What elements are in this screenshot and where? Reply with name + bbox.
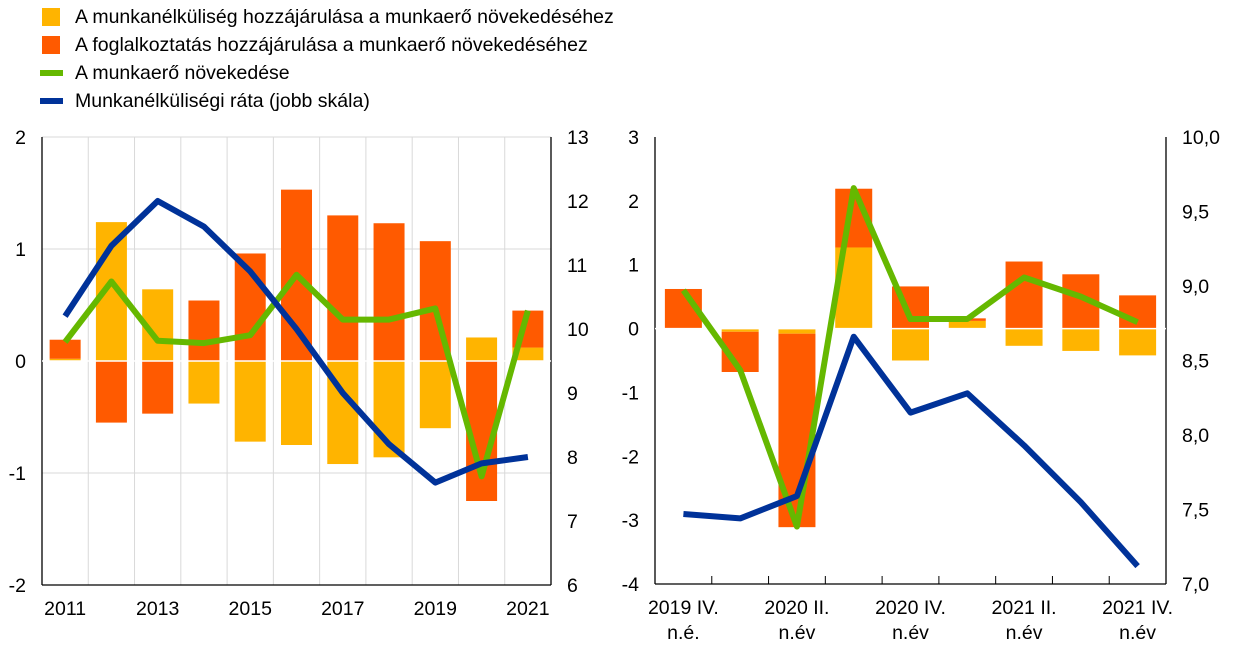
legend-label: Munkanélküliségi ráta (jobb skála) [75,90,370,112]
y-tick-label-right: 8,0 [1182,425,1209,447]
bar-employment-contribution [188,300,220,361]
x-tick-label: 2021 II. [992,597,1057,619]
bar-employment-contribution [327,215,359,361]
y-tick-label-left: -1 [622,382,639,404]
bar-employment-contribution [142,361,174,414]
y-tick-label-left: 0 [628,319,639,341]
x-tick-label-line2: n.év [1119,622,1156,644]
y-tick-label-right: 11 [567,255,587,277]
y-tick-label-left: -2 [622,446,639,468]
bar-employment-contribution [49,339,81,359]
y-tick-label-right: 7,5 [1182,500,1209,522]
bar-employment-contribution [373,223,405,361]
x-tick-label-line2: n.év [1006,622,1043,644]
y-tick-label-right: 9 [567,383,578,405]
bar-unemployment-contribution [234,361,266,442]
legend: A munkanélküliség hozzájárulása a munkae… [40,3,614,115]
y-tick-label-left: -4 [622,574,639,596]
bar-unemployment-contribution [512,347,544,361]
bar-employment-contribution [95,361,127,423]
bar-unemployment-contribution [419,361,451,429]
y-tick-label-left: -1 [9,463,26,485]
bar-unemployment-contribution [721,328,759,332]
y-tick-label-left: 1 [15,239,26,261]
bar-unemployment-contribution [892,328,929,361]
legend-swatch-yellow [42,8,60,26]
y-tick-label-right: 7 [567,511,578,533]
line-labour-force-growth [62,271,531,480]
x-tick-label: 2015 [229,598,273,620]
y-tick-label-right: 9,0 [1182,276,1209,298]
x-tick-label: 2020 II. [764,597,829,619]
x-tick-label: 2021 [506,598,549,620]
x-tick-label: 2017 [321,598,364,620]
line-unemployment-rate [62,198,529,486]
x-tick-label: 2011 [44,598,86,620]
y-tick-label-left: 3 [628,127,639,149]
bar-employment-contribution [1005,261,1043,329]
x-tick-label: 2020 IV. [875,597,946,619]
legend-item-unemployment-contribution: A munkanélküliség hozzájárulása a munkae… [40,3,614,31]
bar-unemployment-contribution [188,361,220,404]
line-unemployment-rate [683,333,1140,569]
y-tick-label-left: 1 [628,255,639,277]
x-tick-label: 2019 [414,598,457,620]
x-tick-label-line2: n.év [779,622,816,644]
y-tick-label-right: 6 [567,575,578,597]
y-tick-label-left: 2 [628,191,639,213]
y-tick-label-right: 12 [567,191,589,213]
bar-unemployment-contribution [466,337,498,361]
x-tick-label: 2019 IV. [648,597,719,619]
legend-label: A munkanélküliség hozzájárulása a munkae… [75,6,614,28]
y-tick-label-right: 8,5 [1182,351,1209,373]
y-tick-label-right: 8 [567,447,578,469]
legend-label: A munkaerő növekedése [75,62,290,84]
x-tick-label-line2: n.é. [667,622,700,644]
legend-item-unemployment-rate: Munkanélküliségi ráta (jobb skála) [40,87,614,115]
bar-unemployment-contribution [948,320,986,329]
x-tick-label: 2021 IV. [1102,597,1173,619]
y-tick-label-left: 0 [15,351,26,373]
legend-item-labour-force-growth: A munkaerő növekedése [40,59,614,87]
bar-unemployment-contribution [49,358,81,361]
bar-unemployment-contribution [281,361,312,445]
y-tick-label-right: 10,0 [1182,127,1220,149]
y-tick-label-left: -3 [622,510,639,532]
bar-unemployment-contribution [1119,328,1157,356]
y-tick-label-right: 13 [567,127,589,149]
legend-item-employment-contribution: A foglalkoztatás hozzájárulása a munkaer… [40,31,614,59]
legend-swatch-orange [42,36,60,54]
line-labour-force-growth [680,185,1139,530]
bar-unemployment-contribution [778,328,816,334]
bar-unemployment-contribution [1062,328,1100,351]
y-tick-label-left: 2 [15,127,26,149]
x-tick-label: 2013 [136,598,179,620]
y-tick-label-left: -2 [9,575,26,597]
y-tick-label-right: 10 [567,319,589,341]
legend-swatch-blue-line [40,98,63,104]
legend-swatch-green-line [40,70,63,76]
bar-employment-contribution [1119,295,1157,329]
y-tick-label-right: 9,5 [1182,202,1209,224]
legend-label: A foglalkoztatás hozzájárulása a munkaer… [75,34,588,56]
x-tick-label-line2: n.év [892,622,929,644]
bar-unemployment-contribution [1005,328,1043,346]
y-tick-label-right: 7,0 [1182,574,1209,596]
